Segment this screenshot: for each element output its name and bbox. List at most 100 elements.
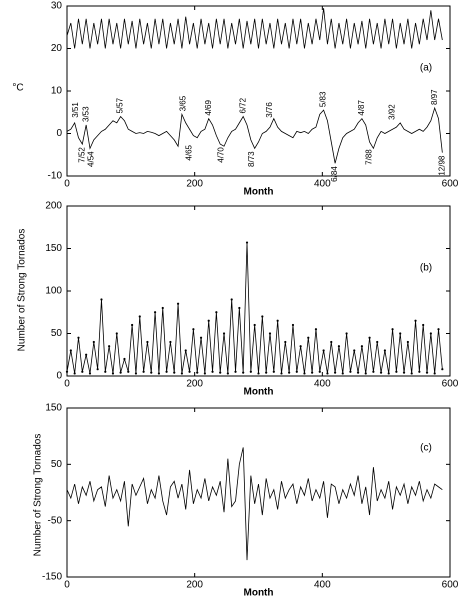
point: [230, 298, 233, 301]
point: [176, 302, 180, 305]
point: [303, 372, 306, 375]
point: [92, 340, 95, 344]
point: [234, 370, 237, 373]
point: [307, 336, 310, 339]
point: [341, 372, 344, 375]
x-tick-label: 0: [64, 580, 70, 591]
panel-label: (b): [420, 263, 432, 274]
point: [406, 340, 409, 344]
point: [157, 372, 161, 375]
annotation: 5/57: [116, 97, 125, 113]
point: [153, 311, 157, 314]
point: [165, 370, 168, 373]
annotation: 3/76: [265, 102, 274, 118]
annotation: 6/72: [238, 97, 247, 113]
point: [364, 372, 367, 375]
point: [173, 371, 176, 374]
series-line: [66, 106, 443, 164]
point: [146, 340, 149, 344]
y-tick-label: 10: [51, 86, 63, 97]
point: [368, 336, 371, 339]
x-tick-label: 0: [64, 179, 70, 190]
annotation: 4/69: [204, 100, 213, 116]
point: [115, 332, 118, 335]
y-tick-label: 200: [45, 201, 62, 212]
point: [127, 370, 130, 373]
point: [318, 370, 321, 373]
point: [311, 371, 314, 374]
point: [330, 340, 333, 344]
point: [295, 370, 298, 373]
point: [399, 332, 402, 335]
y-tick-label: 150: [45, 403, 62, 414]
point: [199, 336, 203, 339]
series-line: [66, 242, 443, 374]
panel: 0 200 400 600-100102030Month°C(a)3/517/523/…: [12, 1, 458, 198]
y-tick-label: -10: [48, 171, 63, 182]
x-axis-label: Month: [244, 187, 274, 198]
point: [441, 368, 444, 371]
annotation: 4/87: [357, 100, 366, 116]
point: [326, 372, 329, 375]
point: [410, 372, 413, 375]
point: [81, 370, 84, 373]
point: [387, 372, 390, 375]
x-tick-label: 400: [314, 580, 331, 591]
plot-frame: [66, 205, 451, 377]
annotation: 8/73: [247, 151, 256, 167]
x-tick-label: 200: [186, 379, 203, 390]
point: [203, 372, 206, 375]
point: [372, 370, 375, 373]
point: [219, 371, 222, 374]
point: [108, 345, 111, 348]
point: [77, 336, 80, 339]
y-tick-label: 150: [45, 243, 62, 254]
annotation: 6/84: [330, 166, 339, 182]
y-tick-label: 20: [51, 43, 63, 54]
point: [272, 370, 275, 373]
point: [299, 345, 302, 348]
point: [188, 370, 191, 373]
point: [314, 328, 318, 331]
point: [257, 372, 260, 375]
point: [211, 370, 214, 373]
annotation: 3/53: [81, 106, 90, 122]
point: [69, 349, 72, 352]
point: [169, 340, 172, 344]
panel: 0 200 400 600 -150 -50 50 150 Month Number of Str…: [33, 403, 459, 599]
point: [222, 332, 226, 335]
x-tick-label: 600: [442, 580, 459, 591]
annotation: 7/52: [77, 147, 86, 163]
point: [437, 328, 440, 331]
point: [284, 340, 287, 344]
point: [360, 345, 364, 348]
x-tick-label: 600: [442, 379, 459, 390]
x-tick-label: 400: [314, 379, 331, 390]
point: [100, 298, 103, 301]
y-tick-label: 50: [51, 459, 63, 470]
y-tick-label: 50: [51, 328, 63, 339]
point: [265, 371, 268, 374]
point: [261, 315, 264, 318]
point: [150, 371, 153, 374]
annotation: 7/88: [365, 149, 374, 165]
annotation: 5/83: [319, 91, 328, 107]
plot-frame: [66, 5, 451, 177]
point: [134, 372, 138, 375]
point: [226, 372, 229, 375]
y-axis-label: °C: [12, 83, 23, 94]
point: [280, 372, 283, 375]
annotation: 12/98: [437, 155, 446, 176]
series-line: [66, 447, 443, 561]
point: [376, 340, 379, 344]
point: [379, 371, 383, 374]
point: [418, 370, 421, 373]
annotation: 8/97: [430, 89, 439, 105]
point: [402, 371, 406, 374]
x-axis-label: Month: [244, 387, 274, 398]
x-tick-label: 400: [314, 179, 331, 190]
annotation: 4/65: [185, 144, 194, 160]
point: [429, 332, 432, 335]
point: [184, 349, 187, 352]
y-tick-label: -150: [42, 572, 62, 583]
